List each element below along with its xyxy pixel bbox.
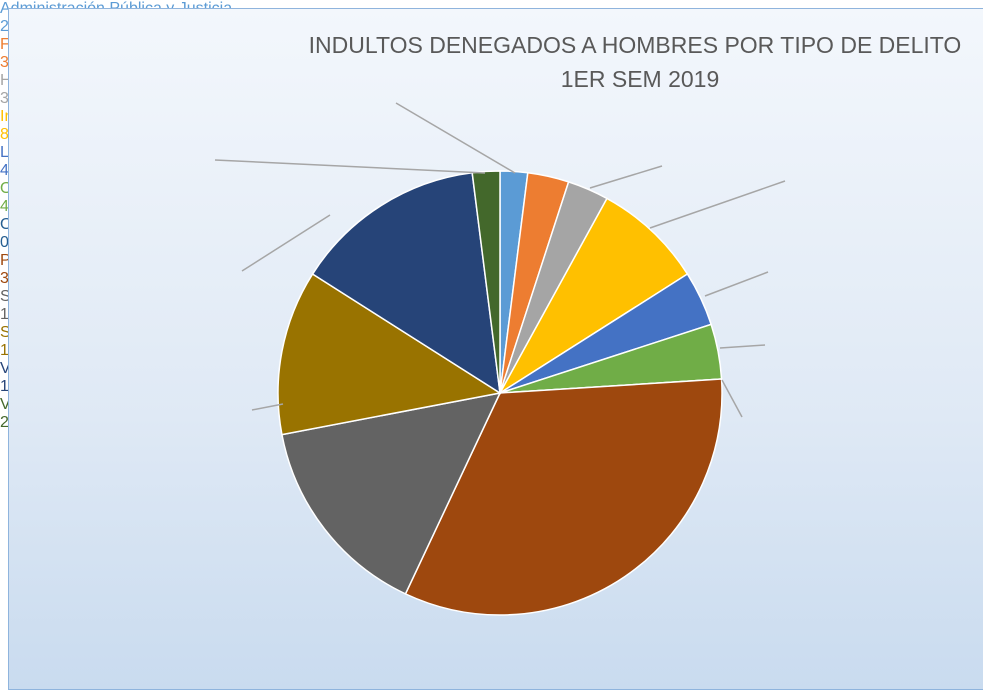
leader-line [649,180,786,229]
pie-slice [499,197,689,394]
leader-line [589,165,663,189]
pie-slice [404,378,723,616]
pie-slice [281,391,502,595]
leader-line [214,159,486,174]
chart-subtitle: 1ER SEM 2019 [560,66,720,92]
pie-slice [311,171,501,395]
chart-title: INDULTOS DENEGADOS A HOMBRES POR TIPO DE… [308,32,962,58]
leader-line [251,403,284,411]
leader-line [719,344,766,349]
pie-slice [277,273,503,436]
leader-line [241,214,331,272]
leader-line [721,379,743,418]
leader-line [704,271,769,297]
leader-line [395,102,516,174]
